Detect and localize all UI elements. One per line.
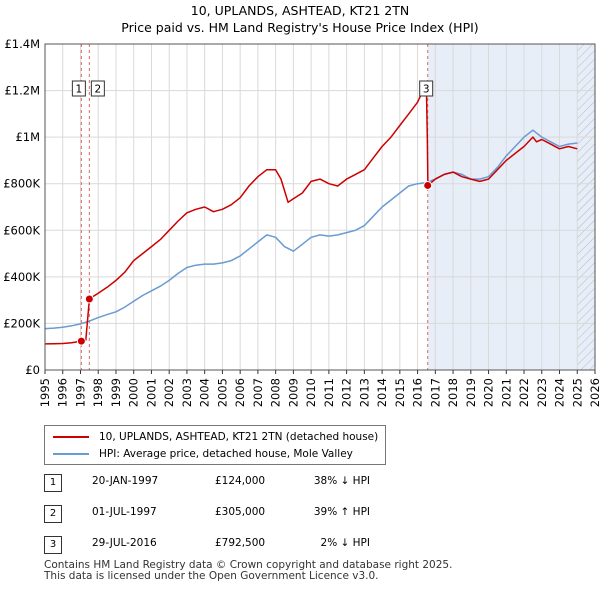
- x-tick-label: 2007: [251, 378, 265, 407]
- hpi-line: [44, 129, 578, 330]
- x-tick-label: 2026: [588, 378, 600, 407]
- sale-point: [423, 180, 433, 190]
- x-tick-label: 1997: [73, 378, 87, 407]
- table-row: 2 01-JUL-1997 £305,000 39% ↑ HPI: [44, 505, 444, 523]
- legend-line-hpi: [53, 453, 89, 455]
- row-price: £124,000: [215, 475, 266, 487]
- transaction-marker-label: 2: [95, 84, 102, 96]
- x-tick-label: 2025: [570, 378, 584, 407]
- x-tick-label: 2021: [499, 378, 513, 407]
- sale-point: [84, 294, 94, 304]
- transaction-marker: [419, 80, 434, 97]
- row-date: 20-JAN-1997: [92, 475, 159, 487]
- x-tick-label: 2010: [304, 378, 318, 407]
- x-tick-label: 2002: [162, 378, 176, 407]
- plot-frame: [44, 43, 596, 371]
- legend-label-property: 10, UPLANDS, ASHTEAD, KT21 2TN (detached…: [99, 431, 379, 443]
- row-date: 29-JUL-2016: [92, 537, 157, 549]
- x-tick-label: 2020: [482, 378, 496, 407]
- x-tick-label: 2013: [357, 378, 371, 407]
- x-tick-label: 1996: [56, 378, 70, 407]
- hatched-region: [577, 44, 595, 370]
- shaded-region: [427, 44, 595, 370]
- row-number: 2: [44, 505, 62, 523]
- y-tick-label: £0: [25, 363, 40, 377]
- y-tick-label: £1.2M: [4, 84, 40, 98]
- footer-line-2: This data is licensed under the Open Gov…: [44, 570, 379, 582]
- y-tick-label: £600K: [3, 223, 40, 237]
- table-row: 3 29-JUL-2016 £792,500 2% ↓ HPI: [44, 536, 444, 554]
- x-tick-label: 1995: [38, 378, 52, 407]
- transaction-marker-label: 3: [423, 84, 430, 96]
- x-tick-label: 2012: [340, 378, 354, 407]
- y-tick-label: £1M: [15, 130, 40, 144]
- x-tick-label: 2003: [180, 378, 194, 407]
- footer: Contains HM Land Registry data © Crown c…: [44, 560, 452, 582]
- transaction-marker-label: 1: [76, 84, 83, 96]
- transaction-marker: [90, 80, 105, 97]
- property-price-line: [44, 89, 578, 345]
- footer-line-1: Contains HM Land Registry data © Crown c…: [44, 559, 453, 571]
- y-tick-label: £400K: [3, 270, 40, 284]
- row-hpi: 38% ↓ HPI: [313, 475, 370, 487]
- x-tick-label: 2015: [393, 378, 407, 407]
- row-number: 1: [44, 474, 62, 492]
- row-price: £792,500: [215, 537, 266, 549]
- x-tick-label: 1998: [91, 378, 105, 407]
- x-tick-label: 2005: [215, 378, 229, 407]
- row-price: £305,000: [215, 506, 266, 518]
- x-tick-label: 2024: [553, 378, 567, 407]
- x-tick-label: 2014: [375, 378, 389, 407]
- x-tick-label: 2000: [127, 378, 141, 407]
- legend-label-hpi: HPI: Average price, detached house, Mole…: [99, 448, 353, 460]
- row-hpi: 39% ↑ HPI: [313, 506, 370, 518]
- x-tick-label: 2023: [535, 378, 549, 407]
- x-tick-label: 2001: [144, 378, 158, 407]
- y-tick-label: £200K: [3, 316, 40, 330]
- x-tick-label: 2016: [411, 378, 425, 407]
- sale-point: [76, 336, 86, 346]
- transaction-marker: [71, 80, 86, 97]
- x-tick-label: 2011: [322, 378, 336, 407]
- x-tick-label: 2008: [269, 378, 283, 407]
- row-hpi: 2% ↓ HPI: [320, 537, 370, 549]
- x-tick-label: 2018: [446, 378, 460, 407]
- x-tick-label: 2006: [233, 378, 247, 407]
- chart-title: 10, UPLANDS, ASHTEAD, KT21 2TN Price pai…: [0, 2, 600, 36]
- y-tick-label: £800K: [3, 177, 40, 191]
- legend-line-property: [53, 436, 89, 438]
- legend-item-hpi: HPI: Average price, detached house, Mole…: [53, 446, 353, 462]
- title-line-1: 10, UPLANDS, ASHTEAD, KT21 2TN: [190, 3, 410, 18]
- x-tick-label: 2004: [198, 378, 212, 407]
- x-tick-label: 2022: [517, 378, 531, 407]
- x-tick-label: 2019: [464, 378, 478, 407]
- row-number: 3: [44, 536, 62, 554]
- legend-item-property: 10, UPLANDS, ASHTEAD, KT21 2TN (detached…: [53, 429, 378, 445]
- row-date: 01-JUL-1997: [92, 506, 157, 518]
- x-tick-label: 2009: [286, 378, 300, 407]
- x-tick-label: 2017: [428, 378, 442, 407]
- y-tick-label: £1.4M: [4, 37, 40, 51]
- x-tick-label: 1999: [109, 378, 123, 407]
- legend: 10, UPLANDS, ASHTEAD, KT21 2TN (detached…: [44, 425, 386, 465]
- title-line-2: Price paid vs. HM Land Registry's House …: [121, 20, 479, 35]
- table-row: 1 20-JAN-1997 £124,000 38% ↓ HPI: [44, 474, 444, 492]
